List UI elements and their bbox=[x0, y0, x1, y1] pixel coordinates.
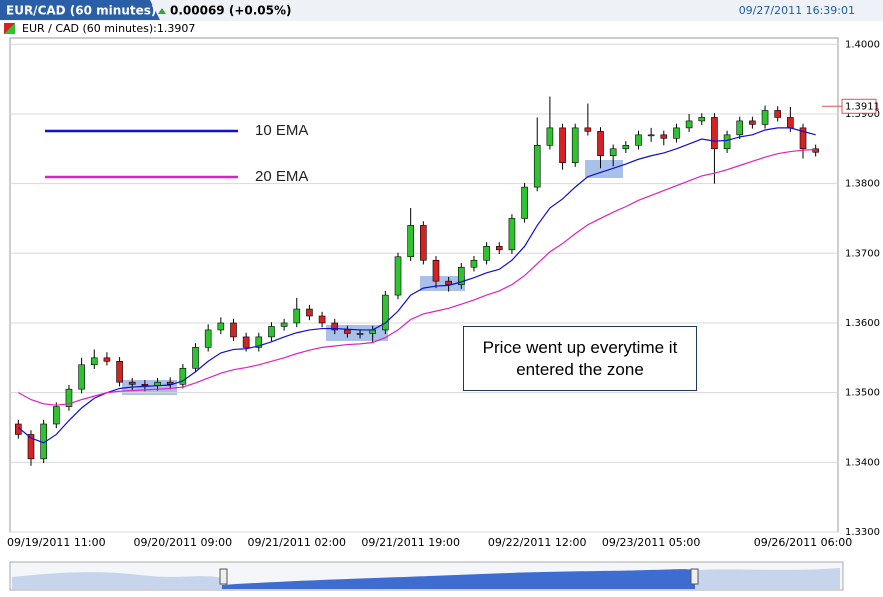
candle-body bbox=[711, 117, 718, 150]
candle-body bbox=[204, 329, 212, 348]
candle-body bbox=[242, 336, 250, 348]
icon bbox=[4, 23, 15, 34]
candle-body bbox=[799, 127, 807, 150]
candle-body bbox=[331, 322, 339, 331]
candle-body bbox=[521, 186, 528, 219]
navigator-area bbox=[695, 568, 840, 589]
candle-body bbox=[774, 110, 782, 118]
candle-body bbox=[635, 134, 642, 146]
x-tick-label: 09/19/2011 11:00 bbox=[7, 536, 106, 549]
candle-body bbox=[584, 127, 592, 132]
candle-body bbox=[495, 246, 503, 251]
x-tick-label: 09/21/2011 19:00 bbox=[361, 536, 460, 549]
navigator-selected bbox=[222, 569, 695, 589]
candle-body bbox=[470, 259, 478, 268]
candle-body bbox=[787, 117, 794, 129]
candle-body bbox=[255, 336, 263, 348]
last-price-label: 1.3911 bbox=[845, 101, 880, 112]
annotation: Price went up everytime it entered the z… bbox=[463, 326, 697, 391]
candle-body bbox=[65, 388, 73, 407]
up-arrow bbox=[158, 8, 166, 14]
symbol-tab bbox=[0, 0, 160, 20]
y-tick-label: 1.3800 bbox=[845, 179, 880, 190]
candle-body bbox=[280, 322, 288, 327]
candle-body bbox=[761, 110, 769, 125]
y-tick-label: 1.3300 bbox=[845, 527, 880, 538]
candle-body bbox=[78, 364, 85, 390]
candle-body bbox=[723, 134, 731, 150]
subtitle: EUR / CAD (60 minutes):1.3907 bbox=[22, 22, 195, 35]
ema-line bbox=[17, 127, 816, 444]
candle-body bbox=[597, 131, 604, 157]
candle-body bbox=[166, 381, 174, 385]
x-tick-label: 09/23/2011 05:00 bbox=[602, 536, 701, 549]
navigator-handle[interactable] bbox=[219, 568, 228, 585]
y-tick-label: 1.3500 bbox=[845, 388, 880, 399]
navigator-area bbox=[12, 572, 222, 589]
price-change: 0.00069 (+0.05%) bbox=[170, 4, 292, 18]
x-tick-label: 09/20/2011 09:00 bbox=[134, 536, 233, 549]
candle-body bbox=[622, 145, 630, 150]
legend-label: 10 EMA bbox=[255, 122, 308, 139]
zone bbox=[122, 380, 177, 395]
candle-body bbox=[116, 360, 123, 383]
last-price-box bbox=[841, 98, 877, 114]
legend-label: 20 EMA bbox=[255, 168, 308, 185]
candle-body bbox=[230, 322, 237, 338]
candle-body bbox=[306, 308, 313, 317]
x-tick-label: 09/22/2011 12:00 bbox=[488, 536, 587, 549]
symbol-title: EUR/CAD (60 minutes) bbox=[6, 4, 156, 18]
candle-body bbox=[445, 280, 452, 285]
timestamp: 09/27/2011 16:39:01 bbox=[739, 4, 855, 17]
candle-body bbox=[673, 127, 680, 139]
candle-body bbox=[52, 406, 60, 425]
ema-line bbox=[18, 148, 816, 406]
candle-body bbox=[571, 127, 579, 164]
candle-body bbox=[647, 134, 655, 137]
candle-body bbox=[382, 294, 389, 331]
candle-body bbox=[128, 381, 136, 385]
x-tick-label: 09/26/2011 06:00 bbox=[754, 536, 853, 549]
navigator-handle[interactable] bbox=[690, 568, 699, 585]
candle-body bbox=[483, 246, 490, 261]
candle-body bbox=[736, 120, 744, 136]
candle-body bbox=[559, 127, 566, 164]
candle-body bbox=[508, 218, 516, 251]
candle-body bbox=[268, 326, 275, 338]
candle-body bbox=[420, 225, 427, 261]
candle-body bbox=[179, 367, 187, 385]
candle-body bbox=[685, 120, 693, 129]
y-tick-label: 1.3400 bbox=[845, 457, 880, 468]
candle-body bbox=[192, 347, 199, 369]
candle-body bbox=[217, 322, 225, 331]
y-tick-label: 1.3700 bbox=[845, 248, 880, 259]
candle-body bbox=[344, 329, 351, 334]
candle-body bbox=[546, 127, 554, 146]
x-tick-label: 09/21/2011 02:00 bbox=[247, 536, 346, 549]
candle-body bbox=[394, 256, 402, 296]
candle-body bbox=[698, 117, 706, 122]
header-bar bbox=[0, 0, 883, 21]
candle-body bbox=[356, 333, 364, 335]
candle-body bbox=[609, 148, 617, 157]
candle-body bbox=[432, 259, 440, 282]
candle-body bbox=[749, 120, 756, 125]
candle-body bbox=[141, 383, 149, 386]
y-tick-label: 1.3600 bbox=[845, 318, 880, 329]
candle-body bbox=[407, 225, 414, 258]
candle-body bbox=[293, 308, 301, 324]
candle-body bbox=[457, 266, 465, 285]
candle-body bbox=[812, 148, 819, 153]
candle-body bbox=[103, 357, 111, 362]
candle-body bbox=[90, 357, 98, 366]
candle-body bbox=[27, 434, 35, 460]
candle-body bbox=[533, 145, 541, 188]
y-tick-label: 1.4000 bbox=[845, 39, 880, 50]
candle-body bbox=[660, 134, 668, 139]
candle-body bbox=[318, 315, 326, 324]
y-tick-label: 1.3900 bbox=[845, 109, 880, 120]
